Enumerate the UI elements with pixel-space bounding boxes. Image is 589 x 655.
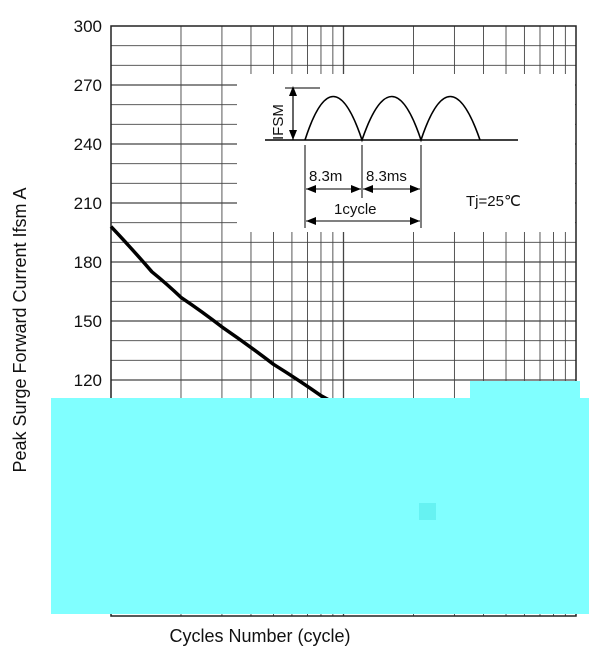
ifsm-label: IFSM [270, 104, 287, 140]
y-tick-label: 150 [74, 312, 102, 331]
half-period-arrow-2a [363, 185, 373, 193]
y-tick-label: 210 [74, 194, 102, 213]
half-period-arrow-2b [410, 185, 420, 193]
waveform-inset: IFSM 8.3m 8.3ms 1cycle Tj=25℃ [237, 74, 575, 232]
cycle-arrow-b [410, 217, 420, 225]
cycle-arrow-a [306, 217, 316, 225]
half-sine-waveform [304, 95, 481, 143]
y-axis-label: Peak Surge Forward Current Ifsm A [10, 187, 30, 472]
inset-background [237, 74, 575, 232]
y-tick-label: 120 [74, 371, 102, 390]
half-period-label-2: 8.3ms [366, 168, 407, 185]
y-tick-label: 300 [74, 17, 102, 36]
y-tick-label: 270 [74, 76, 102, 95]
y-tick-labels: 30027024021018015012090 [74, 17, 102, 449]
y-tick-label: 240 [74, 135, 102, 154]
occlusion-small-square [419, 503, 436, 520]
occlusion-rect [51, 398, 589, 614]
y-tick-label: 180 [74, 253, 102, 272]
ifsm-arrow-up [289, 86, 297, 96]
occlusion-top-strip [470, 381, 580, 399]
half-period-arrow-1b [351, 185, 361, 193]
occlusion-block [51, 381, 589, 614]
cycle-label: 1cycle [334, 201, 377, 218]
temperature-condition: Tj=25℃ [466, 193, 521, 210]
half-period-label-1: 8.3m [309, 168, 342, 185]
x-axis-label: Cycles Number (cycle) [169, 626, 350, 646]
plot-border [110, 25, 577, 617]
ifsm-arrow-down [289, 130, 297, 140]
half-period-arrow-1a [306, 185, 316, 193]
